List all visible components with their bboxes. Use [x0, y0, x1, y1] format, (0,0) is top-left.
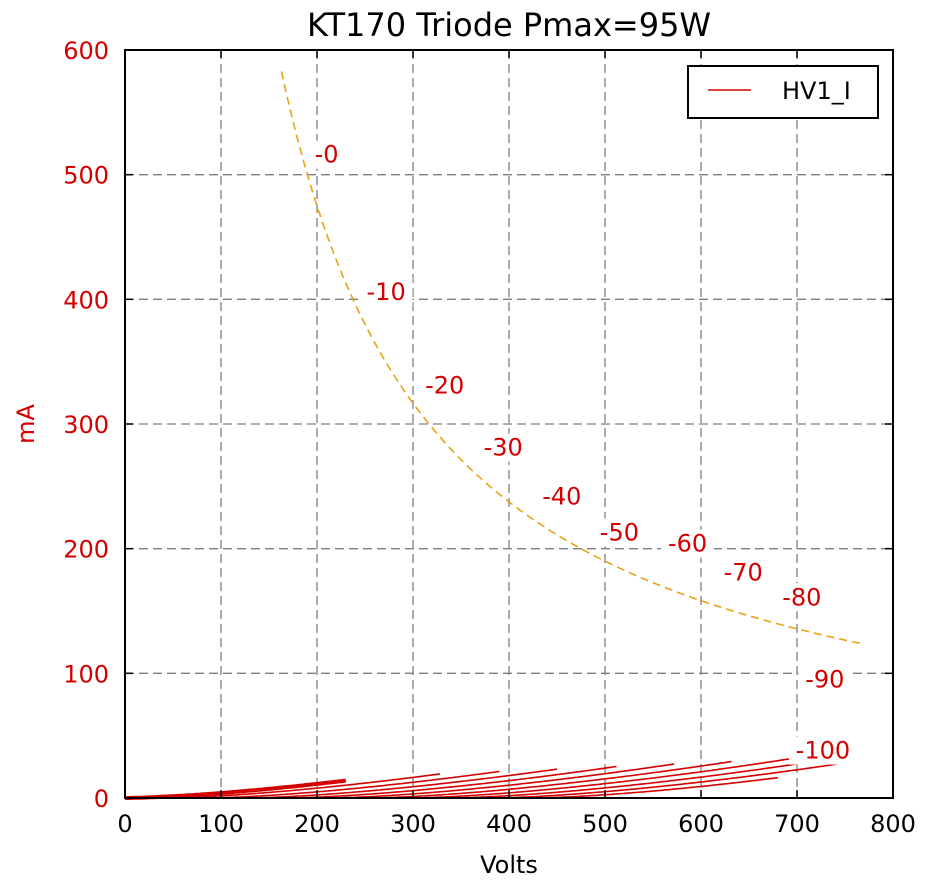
curve-label-bg	[661, 529, 715, 558]
y-tick-label: 100	[63, 660, 109, 688]
y-tick-label: 300	[63, 411, 109, 439]
plate-curves	[124, 756, 840, 800]
curve-label: -30	[484, 434, 523, 462]
legend-box	[687, 65, 879, 119]
y-axis-label: mA	[12, 404, 40, 444]
curve-label-bg	[716, 558, 770, 587]
y-tick-label: 0	[94, 785, 109, 813]
curve-label: -40	[542, 482, 581, 510]
curve-label-bg	[798, 665, 852, 694]
x-tick-label: 500	[582, 810, 628, 838]
x-axis-label: Volts	[480, 851, 538, 879]
curve-label-bg	[788, 736, 857, 765]
axis-ticks: 0 100 200 300 400 500 600 700 800 0 100 200 300 400 50…	[63, 37, 916, 838]
curve-label: -20	[425, 371, 464, 399]
curve-labels: -0 -10 -20 -30 -40 -50 -60 -70 -80 -90 -100	[307, 140, 857, 765]
plate-curve--0	[124, 778, 347, 800]
x-tick-label: 400	[486, 810, 532, 838]
curve-label: -70	[724, 558, 763, 586]
curve-label: -60	[668, 530, 707, 558]
legend-entry-hv1-i: HV1_I	[782, 77, 851, 105]
pmax-curve-layer	[280, 71, 862, 645]
x-tick-label: 0	[117, 810, 132, 838]
curve-label: -100	[796, 737, 850, 765]
x-tick-label: 200	[294, 810, 340, 838]
curve-label: -50	[600, 518, 639, 546]
legend: HV1_I	[687, 65, 879, 119]
grid	[125, 50, 893, 798]
x-tick-label: 300	[390, 810, 436, 838]
y-tick-label: 500	[63, 162, 109, 190]
curve-label: -10	[367, 278, 406, 306]
x-tick-label: 600	[678, 810, 724, 838]
curve-label-bg	[535, 482, 589, 511]
curve-label-bg	[775, 583, 829, 612]
chart-title: KT170 Triode Pmax=95W	[307, 6, 711, 44]
y-tick-label: 200	[63, 536, 109, 564]
curve-label: -0	[315, 141, 339, 169]
curve-label-bg	[418, 371, 472, 400]
curve-label: -80	[782, 583, 821, 611]
x-tick-label: 700	[774, 810, 820, 838]
curve-label-bg	[592, 518, 646, 547]
y-tick-label: 400	[63, 286, 109, 314]
pmax-curve	[280, 71, 862, 645]
curve-label-bg	[307, 140, 346, 169]
curve-label-bg	[476, 433, 530, 462]
x-tick-label: 100	[198, 810, 244, 838]
curve-label-bg	[359, 277, 413, 306]
x-tick-label: 800	[870, 810, 916, 838]
curve-label: -90	[805, 666, 844, 694]
y-tick-label: 600	[63, 37, 109, 65]
